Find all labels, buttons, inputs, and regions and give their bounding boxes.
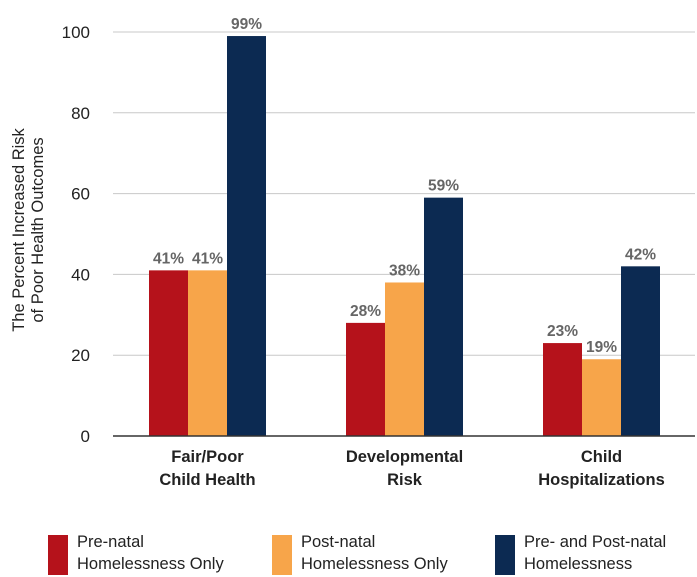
bar-1-3 (543, 343, 582, 436)
bar-3-3 (621, 266, 660, 436)
category-label-3-line-1: Child (581, 448, 622, 466)
y-axis-title-line-2: of Poor Health Outcomes (29, 137, 47, 322)
data-label-3-2: 59% (428, 178, 459, 195)
y-axis-title-line-1: The Percent Increased Risk (10, 127, 28, 331)
bar-2-1 (188, 270, 227, 436)
legend-label-postnatal: Post-natal Homelessness Only (301, 533, 448, 573)
y-tick-label-20: 20 (71, 346, 90, 365)
data-label-1-1: 41% (153, 250, 184, 267)
bar-1-2 (346, 322, 385, 436)
category-label-1-line-2: Child Health (159, 471, 255, 489)
category-label-2-line-1: Developmental (346, 448, 463, 466)
data-label-1-2: 28% (350, 303, 381, 320)
category-label-3-line-2: Hospitalizations (538, 471, 665, 489)
data-label-2-2: 38% (389, 262, 420, 279)
category-label-1-line-1: Fair/Poor (171, 448, 244, 466)
legend-swatch-prenatal (48, 535, 68, 575)
data-label-1-3: 23% (547, 323, 578, 340)
legend-label-prenatal: Pre-natal Homelessness Only (77, 533, 224, 573)
y-tick-label-100: 100 (62, 23, 90, 42)
data-label-3-3: 42% (625, 246, 656, 263)
data-label-2-3: 19% (586, 339, 617, 356)
legend-swatch-pre-and-postnatal (495, 535, 515, 575)
y-tick-label-80: 80 (71, 104, 90, 123)
category-label-2-line-2: Risk (387, 471, 423, 489)
legend-label-pre-and-postnatal: Pre- and Post-natal Homelessness (524, 533, 667, 573)
data-label-3-1: 99% (231, 16, 262, 33)
legend: Pre-natal Homelessness Only Post-natal H… (0, 531, 697, 575)
bar-1-1 (149, 270, 188, 436)
y-tick-label-0: 0 (81, 427, 90, 446)
legend-swatch-postnatal (272, 535, 292, 575)
y-tick-label-40: 40 (71, 265, 90, 284)
y-tick-label-60: 60 (71, 185, 90, 204)
bar-chart: 0 20 40 60 80 100 The Percent Increased Risk of… (10, 16, 695, 489)
bar-3-1 (227, 36, 266, 436)
bar-2-2 (385, 282, 424, 436)
bar-3-2 (424, 197, 463, 436)
data-label-2-1: 41% (192, 250, 223, 267)
bar-2-3 (582, 359, 621, 436)
